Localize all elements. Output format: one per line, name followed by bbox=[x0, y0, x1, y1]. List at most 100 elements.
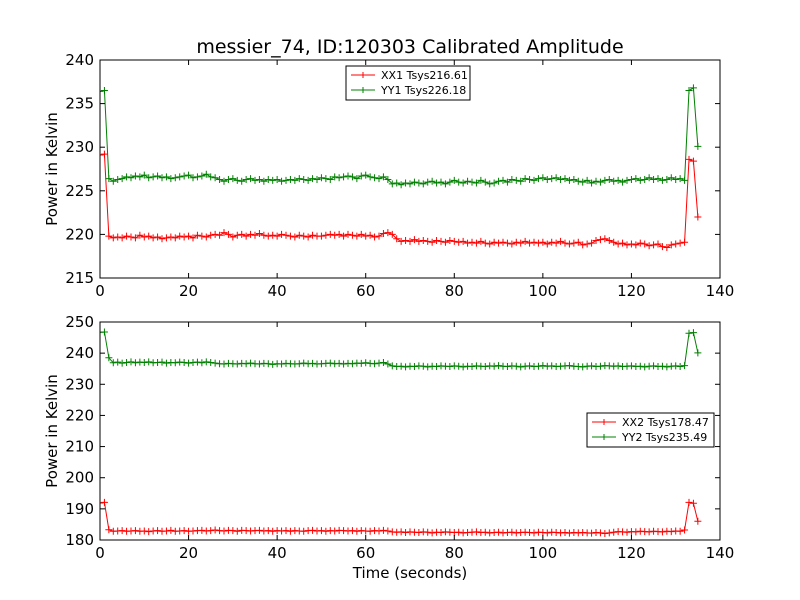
data-point bbox=[273, 175, 281, 183]
data-point bbox=[579, 178, 587, 186]
data-point bbox=[517, 363, 525, 371]
x-tick-label: 80 bbox=[445, 282, 464, 300]
data-point bbox=[220, 527, 228, 535]
data-point bbox=[180, 527, 188, 535]
y-tick-label: 220 bbox=[65, 225, 94, 243]
plot-frame bbox=[99, 59, 721, 279]
data-point bbox=[645, 528, 653, 536]
y-axis-label: Power in Kelvin bbox=[43, 112, 61, 226]
legend-item: YY1 Tsys226.18 bbox=[351, 84, 466, 97]
y-tick-label: 230 bbox=[65, 138, 94, 156]
data-point bbox=[672, 362, 680, 370]
legend: XX1 Tsys216.61 YY1 Tsys226.18 bbox=[345, 65, 471, 101]
data-point bbox=[149, 173, 157, 181]
data-point bbox=[472, 528, 480, 536]
y-tick-label: 230 bbox=[65, 375, 94, 393]
data-point bbox=[481, 528, 489, 536]
data-point bbox=[512, 238, 520, 246]
data-point bbox=[548, 362, 556, 370]
legend: XX2 Tsys178.47 YY2 Tsys235.49 bbox=[586, 412, 715, 448]
data-point bbox=[503, 178, 511, 186]
data-point bbox=[269, 231, 277, 239]
series-line bbox=[100, 501, 699, 534]
data-point bbox=[459, 237, 467, 245]
data-point bbox=[610, 528, 618, 536]
data-point bbox=[326, 175, 334, 183]
legend-box bbox=[345, 65, 471, 101]
data-point bbox=[490, 362, 498, 370]
data-point bbox=[543, 175, 551, 183]
y-axis-label: Power in Kelvin bbox=[43, 374, 61, 488]
data-point bbox=[233, 360, 241, 368]
data-point bbox=[384, 229, 392, 237]
series-2 bbox=[100, 84, 702, 189]
legend-label: YY1 Tsys226.18 bbox=[380, 84, 466, 97]
y-tick-label: 200 bbox=[65, 469, 94, 487]
data-point bbox=[193, 173, 201, 181]
data-point bbox=[388, 362, 396, 370]
data-point bbox=[211, 359, 219, 367]
data-point bbox=[663, 363, 671, 371]
data-point bbox=[583, 176, 591, 184]
legend-marker bbox=[601, 419, 607, 425]
data-point bbox=[224, 230, 232, 238]
data-point bbox=[278, 360, 286, 368]
data-point bbox=[689, 499, 697, 507]
data-point bbox=[251, 231, 259, 239]
data-point bbox=[503, 239, 511, 247]
data-point bbox=[216, 175, 224, 183]
data-point bbox=[481, 363, 489, 371]
data-point bbox=[202, 170, 210, 178]
data-point bbox=[424, 528, 432, 536]
data-point bbox=[512, 176, 520, 184]
data-point bbox=[468, 363, 476, 371]
data-point bbox=[322, 527, 330, 535]
x-tick-label: 40 bbox=[268, 544, 287, 562]
data-point bbox=[406, 237, 414, 245]
data-point bbox=[397, 181, 405, 189]
data-point bbox=[362, 359, 370, 367]
data-point bbox=[636, 362, 644, 370]
data-point bbox=[521, 175, 529, 183]
data-point bbox=[433, 179, 441, 187]
data-point bbox=[371, 360, 379, 368]
x-tick-label: 100 bbox=[529, 282, 558, 300]
bottom-subplot: 0 20 40 60 80 100 120 140 180 190 200 210 220 230 240 2… bbox=[43, 313, 734, 562]
data-point bbox=[645, 174, 653, 182]
data-point bbox=[202, 358, 210, 366]
data-point bbox=[694, 142, 702, 150]
data-point bbox=[362, 232, 370, 240]
data-point bbox=[601, 235, 609, 243]
data-point bbox=[295, 360, 303, 368]
data-point bbox=[557, 175, 565, 183]
data-point bbox=[526, 239, 534, 247]
data-point bbox=[136, 231, 144, 239]
data-point bbox=[278, 230, 286, 238]
data-point bbox=[331, 527, 339, 535]
data-point bbox=[685, 155, 693, 163]
data-point bbox=[353, 175, 361, 183]
data-point bbox=[282, 231, 290, 239]
data-point bbox=[105, 232, 113, 240]
data-point bbox=[402, 237, 410, 244]
data-point bbox=[118, 234, 126, 242]
data-point bbox=[601, 176, 609, 184]
data-point bbox=[605, 529, 613, 537]
data-point bbox=[650, 175, 658, 183]
data-point bbox=[158, 235, 166, 243]
data-point bbox=[588, 529, 596, 537]
data-point bbox=[176, 232, 184, 240]
data-point bbox=[441, 180, 449, 188]
data-point bbox=[123, 232, 131, 240]
data-point bbox=[468, 178, 476, 186]
x-tick-label: 140 bbox=[706, 282, 735, 300]
data-point bbox=[202, 233, 210, 241]
data-point bbox=[539, 362, 547, 370]
data-point bbox=[526, 362, 534, 370]
data-point bbox=[632, 175, 640, 183]
data-point bbox=[286, 175, 294, 183]
data-point bbox=[676, 175, 684, 183]
data-point bbox=[579, 241, 587, 249]
data-point bbox=[433, 237, 441, 244]
data-point bbox=[433, 363, 441, 371]
